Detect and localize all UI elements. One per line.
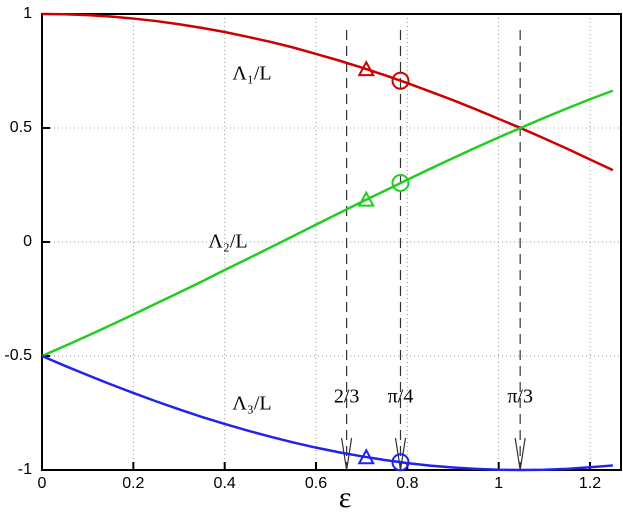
annotation-arrow xyxy=(341,437,353,471)
y-tick-label: -0.5 xyxy=(4,347,32,364)
x-tick-label: 0.4 xyxy=(214,475,236,492)
triangle-marker xyxy=(357,60,375,77)
series-line xyxy=(41,12,614,172)
series-label: Λ₂/L xyxy=(208,231,247,253)
x-tick-label: 1 xyxy=(494,475,503,492)
series-label: Λ₁/L xyxy=(232,63,271,85)
series-line xyxy=(41,89,614,358)
x-tick-label: 1.2 xyxy=(579,475,601,492)
y-tick-label: 0.5 xyxy=(10,119,32,136)
x-tick-label: 0.8 xyxy=(396,475,418,492)
annotation-label: π/3 xyxy=(507,386,533,408)
circle-marker xyxy=(391,71,410,90)
circle-marker xyxy=(391,173,410,192)
x-axis-label: ε xyxy=(339,481,352,514)
triangle-marker xyxy=(357,448,375,465)
y-tick-label: 1 xyxy=(23,5,32,22)
annotation-label: π/4 xyxy=(388,386,414,408)
series-label: Λ₃/L xyxy=(232,393,271,415)
y-tick-label: 0 xyxy=(23,233,32,250)
plot-frame xyxy=(41,13,622,471)
y-tick-label: -1 xyxy=(18,461,32,478)
circle-marker xyxy=(391,453,410,472)
x-tick-label: 0.2 xyxy=(122,475,144,492)
x-tick-label: 0.6 xyxy=(305,475,327,492)
annotation-label: 2/3 xyxy=(334,386,360,408)
x-tick-label: 0 xyxy=(38,475,47,492)
triangle-marker xyxy=(357,190,375,207)
series-line xyxy=(41,354,613,472)
